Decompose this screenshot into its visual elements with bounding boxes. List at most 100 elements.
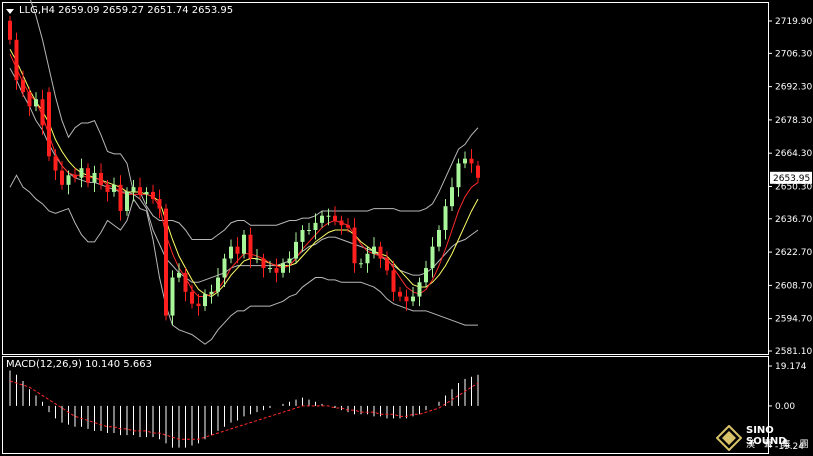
candle [450, 177, 454, 211]
symbol-label: LLG,H4 [19, 5, 55, 16]
candle-body [352, 227, 357, 264]
candle-body [125, 191, 129, 211]
candle-body [209, 291, 214, 295]
candle [183, 268, 188, 302]
candle [203, 289, 207, 311]
current-price-box [770, 171, 812, 184]
candle [287, 251, 292, 273]
candle-body [430, 246, 435, 269]
candle [404, 289, 409, 311]
candle-body [339, 220, 344, 226]
candle-body [157, 199, 162, 209]
candle-body [47, 92, 51, 157]
candle-body [417, 282, 422, 297]
candle-body [307, 229, 311, 231]
candle-body [359, 263, 363, 265]
candle-body [281, 263, 285, 273]
price-tick-label: 2719.90 [775, 17, 812, 27]
candle-body [261, 258, 266, 269]
candle-body [131, 187, 136, 192]
candle [248, 227, 253, 269]
candle-body [456, 163, 461, 188]
candle-body [164, 208, 168, 316]
candle-body [424, 268, 428, 283]
candle [313, 213, 318, 240]
candle-body [79, 168, 84, 178]
logo-brand: SINO SOUND [746, 425, 787, 447]
candle-body [235, 246, 240, 254]
price-tick-label: 2636.70 [775, 215, 812, 225]
candle-body [66, 175, 71, 185]
macd-frame [2, 356, 769, 454]
candle-body [372, 246, 376, 254]
candle-body [287, 258, 292, 264]
candle [463, 151, 467, 169]
candle-body [196, 303, 201, 307]
candle [229, 239, 233, 264]
main-chart-frame [2, 2, 769, 355]
price-tick-label: 2678.30 [775, 116, 812, 126]
chart-header: LLG,H4 2659.09 2659.27 2651.74 2653.95 [19, 5, 233, 16]
upper-band-line [30, 0, 479, 240]
candle [105, 180, 110, 202]
candle [209, 284, 214, 304]
candle [125, 187, 129, 216]
candles [8, 16, 480, 326]
candle [333, 206, 337, 226]
candle-body [229, 246, 233, 259]
candle [118, 175, 123, 221]
current-price-label: 2653.95 [773, 174, 810, 184]
candle-body [151, 191, 155, 200]
candle [66, 170, 71, 195]
candle-body [177, 272, 181, 278]
candle-body [326, 215, 331, 217]
macd-values: 10.140 5.663 [85, 359, 152, 370]
candle [365, 246, 370, 273]
candle-body [112, 184, 116, 192]
candle-body [391, 270, 396, 292]
candle-body [138, 187, 142, 195]
candle-body [450, 187, 454, 207]
ohlc-values: 2659.09 2659.27 2651.74 2653.95 [58, 5, 234, 16]
candle [177, 263, 181, 283]
logo-sub: 漢 聲 集 團 [746, 440, 812, 450]
chart-menu-triangle-icon[interactable] [6, 9, 14, 14]
price-tick-label: 2706.30 [775, 49, 812, 59]
candle [281, 258, 285, 278]
candle-body [443, 206, 448, 230]
candle-body [8, 20, 12, 40]
candle [131, 180, 136, 202]
candle-body [222, 258, 227, 278]
candle [34, 92, 38, 112]
candle-body [27, 92, 32, 107]
candle-body [346, 225, 350, 228]
candle-body [183, 272, 188, 292]
macd-histogram [9, 370, 479, 448]
candle-body [385, 258, 389, 271]
candle [216, 268, 220, 297]
candle [144, 187, 149, 204]
current-price-tag: 2653.95 [770, 171, 812, 184]
candle [385, 251, 389, 276]
candle [411, 287, 415, 307]
candle [398, 287, 402, 302]
candle-body [190, 291, 194, 304]
macd-axis: 19.174 0.00 -19.24 [768, 362, 807, 452]
candle [242, 229, 246, 259]
candle-body [60, 170, 64, 185]
candle [437, 225, 441, 252]
macd-tick-label: 0.00 [775, 402, 795, 412]
candle [261, 253, 266, 278]
candle-body [118, 184, 123, 211]
candle-body [365, 253, 370, 264]
macd-name: MACD(12,26,9) [6, 359, 82, 370]
price-tick-label: 2608.70 [775, 281, 812, 291]
candle [79, 158, 84, 188]
candle-body [333, 215, 337, 221]
candle [430, 237, 435, 278]
candle [378, 241, 383, 269]
candle-body [105, 184, 110, 192]
candle [60, 161, 64, 190]
candle-body [476, 165, 480, 178]
candle [86, 163, 90, 188]
